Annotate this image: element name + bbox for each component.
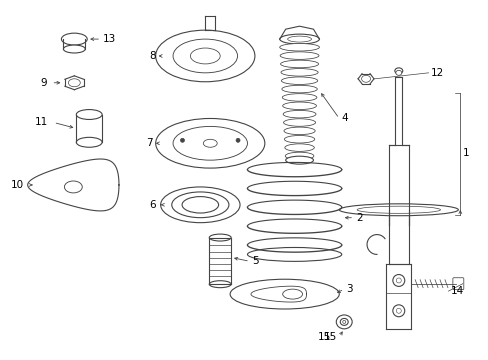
Ellipse shape (361, 75, 370, 82)
Ellipse shape (180, 138, 184, 142)
FancyBboxPatch shape (452, 278, 463, 290)
Ellipse shape (285, 156, 313, 164)
Text: 15: 15 (317, 332, 331, 342)
Text: 4: 4 (341, 113, 347, 123)
Ellipse shape (61, 33, 87, 45)
Text: 12: 12 (429, 68, 443, 78)
Ellipse shape (282, 94, 316, 101)
Ellipse shape (236, 138, 240, 142)
Text: 3: 3 (346, 284, 352, 294)
Ellipse shape (173, 126, 247, 160)
Ellipse shape (280, 60, 318, 68)
Ellipse shape (279, 34, 319, 44)
Ellipse shape (68, 79, 80, 87)
Ellipse shape (283, 119, 315, 126)
Ellipse shape (282, 102, 316, 109)
Ellipse shape (76, 137, 102, 147)
Text: 1: 1 (462, 148, 469, 158)
Ellipse shape (395, 70, 401, 75)
Ellipse shape (161, 187, 240, 223)
Ellipse shape (190, 48, 220, 64)
Ellipse shape (342, 320, 345, 323)
Ellipse shape (280, 52, 318, 59)
Text: 2: 2 (355, 213, 362, 223)
Ellipse shape (171, 192, 228, 218)
Ellipse shape (209, 234, 231, 241)
Ellipse shape (64, 181, 82, 193)
Ellipse shape (281, 77, 317, 85)
Text: 15: 15 (324, 332, 337, 342)
Ellipse shape (392, 305, 404, 317)
Text: 8: 8 (149, 51, 155, 61)
Ellipse shape (340, 319, 347, 325)
Text: 14: 14 (449, 286, 463, 296)
Ellipse shape (63, 45, 85, 53)
Text: 10: 10 (11, 180, 24, 190)
Ellipse shape (356, 206, 440, 213)
Ellipse shape (392, 275, 404, 287)
Ellipse shape (230, 279, 339, 309)
Text: 6: 6 (149, 200, 155, 210)
Ellipse shape (394, 68, 402, 74)
Ellipse shape (285, 152, 313, 160)
Ellipse shape (281, 68, 318, 76)
Ellipse shape (155, 30, 254, 82)
Ellipse shape (247, 247, 341, 261)
Text: 11: 11 (35, 117, 48, 127)
Ellipse shape (282, 289, 302, 299)
Ellipse shape (284, 135, 314, 143)
Ellipse shape (284, 144, 314, 151)
Ellipse shape (209, 281, 231, 288)
Ellipse shape (173, 39, 237, 73)
Ellipse shape (284, 127, 315, 135)
Ellipse shape (203, 139, 217, 147)
Ellipse shape (76, 109, 102, 120)
Ellipse shape (155, 118, 264, 168)
Ellipse shape (281, 85, 317, 93)
Ellipse shape (395, 278, 401, 283)
Ellipse shape (182, 197, 218, 213)
Text: 13: 13 (103, 34, 116, 44)
Text: 9: 9 (40, 78, 46, 88)
Ellipse shape (395, 308, 401, 313)
Ellipse shape (339, 204, 457, 216)
Ellipse shape (283, 111, 315, 118)
Ellipse shape (336, 315, 351, 329)
Ellipse shape (287, 36, 311, 42)
Ellipse shape (279, 44, 319, 51)
Text: 5: 5 (251, 256, 258, 266)
Text: 7: 7 (146, 138, 152, 148)
